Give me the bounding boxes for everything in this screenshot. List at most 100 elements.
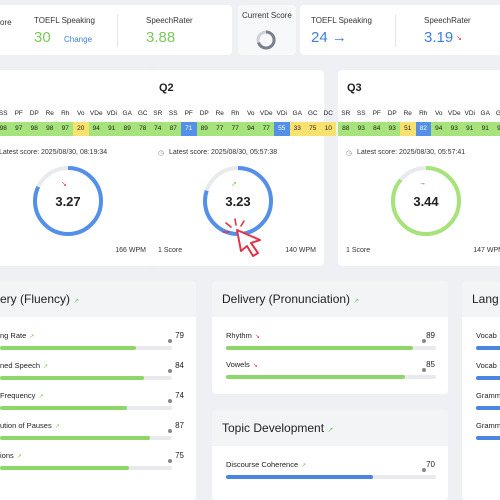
metric-label: Frequency ↗	[0, 391, 44, 400]
score-cell: 78	[135, 122, 151, 136]
trend-icon: ↘	[252, 363, 258, 369]
current-score-card: Current Score	[238, 5, 296, 55]
metric-label: ng Rate ↗	[0, 331, 35, 340]
metric-label: Gramm	[476, 391, 500, 400]
score-cell: 98	[26, 122, 42, 136]
metric-bar	[0, 376, 172, 380]
trend-icon: ↗	[29, 334, 35, 340]
score-row: 9898979898972094918978	[0, 122, 151, 136]
score-cell: 94	[493, 122, 500, 136]
metric-value: 74	[175, 391, 184, 400]
score-summary-card: ore TOEFL Speaking 30 Change SpeechRater…	[0, 5, 232, 55]
score-header: VDi	[464, 110, 475, 117]
change-link[interactable]: Change	[64, 35, 93, 44]
score-cell: 97	[11, 122, 27, 136]
gauge-fill	[33, 166, 103, 236]
score-header: VDi	[106, 110, 117, 117]
score-cell: 82	[415, 122, 431, 136]
metric-bar-fill	[226, 346, 413, 350]
toefl-label: TOEFL Speaking	[34, 16, 95, 25]
current-score-details: TOEFL Speaking 24 → SpeechRater 3.19 ↘	[300, 5, 500, 55]
metric-bar-fill	[0, 466, 129, 470]
question-panel[interactable]: SRSSPFDPReRhVoVDeVDiGAGCDC98989798989720…	[0, 70, 163, 266]
score-header: GA	[292, 110, 302, 117]
divider	[117, 15, 118, 47]
score-header: GC	[137, 110, 148, 117]
metric-label: Vocab	[476, 331, 497, 340]
score-header: Re	[215, 110, 224, 117]
gauge-fill	[391, 166, 461, 236]
metric-bar	[476, 406, 500, 410]
score-cell: 93	[384, 122, 400, 136]
metric-bar-fill	[476, 376, 500, 380]
current-toefl-label: TOEFL Speaking	[311, 16, 372, 25]
trend-icon: ↘	[61, 181, 67, 188]
metric-bar	[0, 406, 172, 410]
latest-score-text: Latest score: 2025/08/30, 05:57:41	[357, 149, 466, 156]
metric-bar-fill	[0, 406, 128, 410]
current-toefl-value: 24 →	[311, 29, 347, 46]
metric-label: ions ↗	[0, 451, 22, 460]
metric-label: Gramm	[476, 421, 500, 430]
latest-score-text: Latest score: 2025/08/30, 08:19:34	[0, 149, 108, 156]
trend-icon: ↗	[301, 463, 307, 469]
score-header: DP	[199, 110, 209, 117]
trend-icon: ↘	[254, 334, 260, 340]
trend-icon: →	[419, 180, 426, 187]
metric-bar-fill	[226, 375, 405, 379]
score-cell: 20	[73, 122, 89, 136]
score-header: Vo	[246, 110, 255, 117]
metric-label: ution of Pauses ↗	[0, 421, 60, 430]
metric-value: 87	[175, 421, 184, 430]
score-header: PF	[372, 110, 381, 117]
toefl-value: 30	[34, 29, 51, 46]
score-cell: 89	[196, 122, 212, 136]
trend-down-icon: ↘	[456, 35, 462, 42]
current-speechrater-label: SpeechRater	[424, 16, 471, 25]
latest-score-text: Latest score: 2025/08/30, 05:57:38	[169, 149, 278, 156]
metric-bar	[476, 436, 500, 440]
score-header: GC	[307, 110, 318, 117]
score-cell: 33	[289, 122, 305, 136]
score-cell: 98	[0, 122, 11, 136]
score-cell: 98	[42, 122, 58, 136]
current-speechrater-value: 3.19	[424, 29, 454, 46]
metric-bar	[476, 346, 500, 350]
score-header: Vo	[76, 110, 85, 117]
topic-section: Topic Development ↗ Discourse Coherence ↗…	[212, 410, 448, 500]
pronunciation-title: Delivery (Pronunciation) ↗	[222, 292, 360, 306]
metric-bar-fill	[0, 346, 136, 350]
metric-label: Vocab	[476, 361, 497, 370]
metric-label: Discourse Coherence ↗	[226, 460, 307, 469]
score-cell: 91	[477, 122, 493, 136]
score-header: SR	[153, 110, 163, 117]
wpm-value: 147 WPM	[473, 247, 500, 254]
metric-bar	[0, 466, 172, 470]
score-header: DC	[323, 110, 333, 117]
metric-bar	[226, 375, 436, 379]
metric-bar-fill	[0, 376, 145, 380]
score-count: 1 Score	[158, 247, 183, 254]
gauge-value: 3.27	[55, 194, 81, 209]
metric-value: 75	[175, 451, 184, 460]
trend-up-icon: ↗	[327, 427, 334, 434]
score-header: DP	[29, 110, 39, 117]
fluency-title: ery (Fluency) ↗	[0, 292, 80, 306]
score-cell: 93	[353, 122, 369, 136]
score-cell: 87	[165, 122, 181, 136]
score-gauge	[33, 166, 103, 236]
question-panel[interactable]: Q3SRSSPFDPReRhVoVDeVDiGAGCDC889384935182…	[338, 70, 500, 266]
clock-icon: ◷	[158, 150, 165, 157]
fluency-section: ery (Fluency) ↗ ng Rate ↗ 79 ned Speech ↗ 84 F…	[0, 281, 196, 500]
trend-icon: ↗	[43, 364, 49, 370]
current-score-label: Current Score	[242, 11, 292, 20]
metric-bar-fill	[476, 346, 500, 350]
score-gauge	[391, 166, 461, 236]
metric-bar	[226, 346, 436, 350]
speechrater-value: 3.88	[146, 29, 176, 46]
metric-knob	[168, 339, 172, 343]
score-cell: 89	[119, 122, 135, 136]
metric-value: 70	[426, 460, 435, 469]
